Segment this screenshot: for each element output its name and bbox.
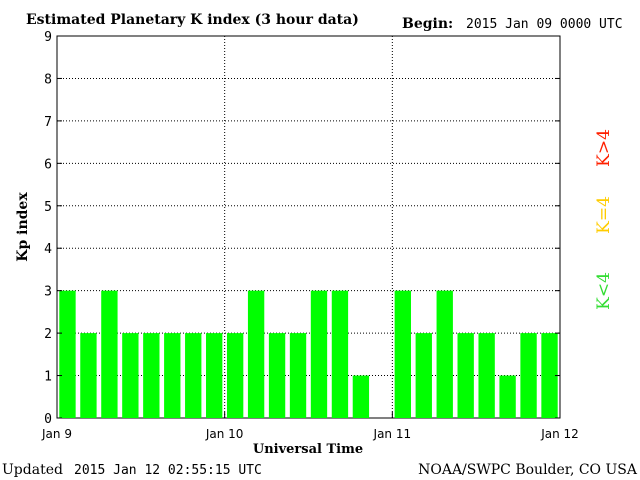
x-tick-label: Jan 12 [540, 427, 579, 441]
kp-bar [415, 333, 432, 418]
legend-k-equal-4: K=4 [594, 196, 614, 234]
legend-k-less-4: K<4 [594, 272, 614, 310]
y-tick-label: 3 [44, 285, 52, 300]
kp-bar [80, 333, 97, 418]
kp-bar [226, 333, 244, 418]
kp-bar [101, 290, 118, 418]
bars-group [59, 290, 558, 418]
kp-bar [352, 375, 370, 418]
kp-bar [164, 333, 181, 418]
kp-bar [185, 333, 202, 418]
y-tick-label: 7 [44, 115, 52, 130]
plot-frame [56, 35, 561, 419]
kp-bar [499, 375, 516, 418]
y-tick-label: 0 [44, 412, 52, 427]
kp-bar [478, 333, 495, 418]
updated-label: Updated [2, 462, 63, 478]
x-axis-label: Universal Time [253, 442, 363, 457]
kp-bar [436, 290, 453, 418]
x-tick-label: Jan 11 [373, 427, 412, 441]
y-axis-ticks: 0 1 2 3 4 5 6 7 8 9 [44, 30, 560, 427]
kp-bar [268, 333, 286, 418]
y-tick-label: 8 [44, 72, 52, 87]
x-axis-ticks: Jan 9 Jan 10 Jan 11 Jan 12 [41, 412, 579, 441]
kp-bar [59, 290, 76, 418]
y-tick-label: 6 [44, 157, 52, 172]
kp-bar [206, 333, 223, 418]
kp-bar [247, 290, 265, 418]
source-credit: NOAA/SWPC Boulder, CO USA [418, 462, 638, 478]
kp-bar [310, 290, 328, 418]
chart-title: Estimated Planetary K index (3 hour data… [26, 12, 359, 28]
grid-lines [57, 36, 560, 418]
kp-bar [457, 333, 474, 418]
kp-bar [289, 333, 307, 418]
y-axis-label: Kp index [15, 192, 31, 262]
kp-bar [331, 290, 349, 418]
x-tick-label: Jan 9 [41, 427, 72, 441]
kp-bar [143, 333, 160, 418]
y-tick-label: 2 [44, 327, 52, 342]
kp-bar [520, 333, 537, 418]
kp-bar [541, 333, 558, 418]
begin-label: Begin: [402, 16, 453, 32]
y-tick-label: 9 [44, 30, 52, 45]
x-tick-label: Jan 10 [205, 427, 244, 441]
begin-value: 2015 Jan 09 0000 UTC [466, 17, 623, 32]
kp-bar [122, 333, 139, 418]
legend-k-greater-4: K>4 [594, 129, 614, 167]
kp-bar [394, 290, 411, 418]
y-tick-label: 5 [44, 200, 52, 215]
updated-value: 2015 Jan 12 02:55:15 UTC [74, 463, 262, 478]
y-tick-label: 4 [44, 242, 52, 257]
y-tick-label: 1 [44, 370, 52, 385]
